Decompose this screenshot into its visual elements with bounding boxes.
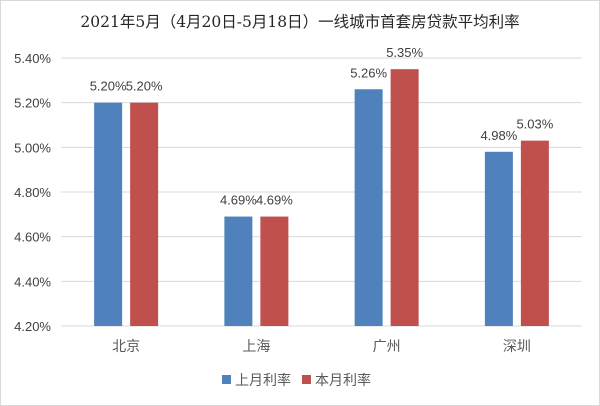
x-category-label: 广州 — [373, 339, 401, 355]
legend-label: 本月利率 — [315, 372, 371, 389]
y-tick-label: 4.40% — [14, 274, 51, 289]
bar-last-month — [94, 102, 123, 327]
bar-this-month — [390, 69, 419, 327]
x-axis-categories: 北京 上海 广州 深圳 — [112, 339, 531, 355]
bar-this-month — [260, 216, 289, 326]
bar-this-month — [520, 140, 549, 326]
data-label: 4.69% — [256, 193, 293, 208]
data-label: 5.03% — [516, 117, 553, 132]
y-axis-ticks: 4.20% 4.40% 4.60% 4.80% 5.00% 5.20% 5.40% — [14, 51, 51, 334]
x-category-label: 上海 — [242, 339, 270, 355]
y-tick-label: 5.20% — [14, 96, 51, 111]
bars — [94, 69, 549, 327]
x-category-label: 北京 — [112, 339, 140, 355]
data-label: 5.20% — [90, 79, 127, 94]
bar-this-month — [130, 102, 159, 327]
y-tick-label: 4.60% — [14, 230, 51, 245]
legend-label: 上月利率 — [235, 372, 291, 389]
y-tick-label: 4.80% — [14, 185, 51, 200]
chart-title: 2021年5月（4月20日-5月18日）一线城市首套房贷款平均利率 — [80, 13, 519, 31]
data-label: 4.98% — [480, 128, 517, 143]
data-labels: 5.20% 5.20% 4.69% 4.69% 5.26% 5.35% 4.98%5.03% — [90, 45, 554, 207]
legend-swatch — [222, 375, 231, 384]
bar-last-month — [484, 151, 513, 326]
legend: 上月利率 本月利率 — [222, 372, 371, 389]
x-category-label: 深圳 — [503, 339, 531, 355]
data-label: 5.20% — [126, 79, 163, 94]
data-label: 5.26% — [350, 65, 387, 80]
bar-last-month — [224, 216, 253, 326]
legend-swatch — [302, 375, 311, 384]
y-tick-label: 5.40% — [14, 51, 51, 66]
y-tick-label: 4.20% — [14, 319, 51, 334]
data-label: 4.69% — [220, 193, 257, 208]
data-label: 5.35% — [386, 45, 423, 60]
y-tick-label: 5.00% — [14, 140, 51, 155]
bar-last-month — [354, 89, 383, 327]
